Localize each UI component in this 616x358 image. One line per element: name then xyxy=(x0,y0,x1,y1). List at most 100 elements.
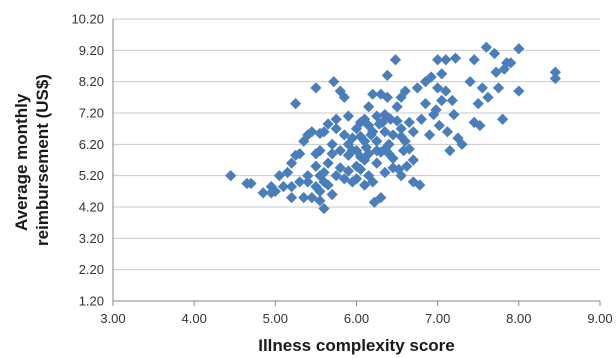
data-point xyxy=(314,170,326,182)
data-point xyxy=(330,113,342,125)
x-tick-label: 8.00 xyxy=(506,311,531,326)
data-point xyxy=(415,113,428,125)
x-tick-label: 7.00 xyxy=(425,311,450,326)
data-point xyxy=(273,170,285,182)
data-point xyxy=(381,91,393,103)
y-axis-title-line-1: Average monthly xyxy=(12,93,31,231)
data-point xyxy=(338,91,350,103)
data-point xyxy=(432,82,444,94)
data-point xyxy=(549,66,561,78)
data-point xyxy=(350,173,363,185)
data-point xyxy=(436,68,448,80)
data-point xyxy=(326,148,338,160)
data-point xyxy=(419,76,432,88)
x-tick-labels: 3.00 4.00 5.00 6.00 7.00 8.00 9.00 xyxy=(100,301,613,326)
x-tick-label: 4.00 xyxy=(182,311,207,326)
data-point xyxy=(375,88,387,100)
data-point xyxy=(440,85,452,97)
data-point xyxy=(476,82,488,94)
data-point xyxy=(257,187,269,199)
data-point xyxy=(395,170,407,182)
data-point xyxy=(354,116,367,128)
y-axis-title: Average monthly reimbursement (US$) xyxy=(12,74,52,246)
data-point xyxy=(407,154,419,166)
data-point xyxy=(334,162,346,174)
data-point xyxy=(395,130,407,143)
data-point xyxy=(359,179,371,191)
data-point xyxy=(423,129,436,141)
data-point xyxy=(425,71,437,83)
data-point xyxy=(314,195,326,207)
data-points xyxy=(225,41,561,215)
data-point xyxy=(379,126,391,138)
data-point xyxy=(314,127,326,139)
data-point xyxy=(322,179,334,191)
data-point xyxy=(391,115,403,127)
data-point xyxy=(338,129,350,141)
x-tick-label: 6.00 xyxy=(344,311,369,326)
grid-lines xyxy=(113,18,600,271)
data-point xyxy=(375,146,387,158)
data-point xyxy=(285,192,298,204)
data-point xyxy=(302,176,314,188)
data-point xyxy=(298,135,310,147)
data-point xyxy=(277,181,290,193)
data-point xyxy=(330,123,342,135)
data-point xyxy=(449,52,462,64)
data-point xyxy=(342,110,354,122)
data-point xyxy=(492,82,505,94)
data-point xyxy=(310,82,322,94)
data-point xyxy=(245,177,257,190)
data-point xyxy=(371,135,383,147)
data-point xyxy=(269,185,281,197)
data-point xyxy=(379,143,391,155)
y-tick-label: 7.20 xyxy=(79,106,104,121)
data-point xyxy=(322,118,334,130)
data-point xyxy=(371,157,383,169)
data-point xyxy=(375,192,387,204)
data-point xyxy=(363,101,375,113)
data-point xyxy=(389,54,402,66)
y-tick-label: 5.20 xyxy=(79,168,104,183)
data-point xyxy=(359,154,371,166)
x-axis-title: Illness complexity score xyxy=(258,336,455,355)
data-point xyxy=(360,141,372,154)
data-point xyxy=(290,98,302,110)
data-point xyxy=(387,162,399,174)
data-point xyxy=(391,101,403,113)
data-point xyxy=(513,43,525,55)
data-point xyxy=(342,149,354,161)
data-point xyxy=(265,181,277,193)
data-point xyxy=(440,54,452,66)
data-point xyxy=(497,113,509,125)
data-point xyxy=(314,145,326,157)
x-tick-label: 9.00 xyxy=(587,311,612,326)
data-point xyxy=(302,129,314,141)
data-point xyxy=(444,145,456,157)
data-point xyxy=(474,119,486,132)
data-point xyxy=(432,54,444,66)
data-point xyxy=(448,108,460,121)
data-point xyxy=(294,148,306,160)
data-point xyxy=(326,138,338,150)
data-point xyxy=(371,145,383,157)
data-point xyxy=(368,196,380,208)
data-point xyxy=(381,69,393,81)
data-point xyxy=(302,170,314,182)
data-point xyxy=(330,170,342,182)
data-point xyxy=(419,98,432,110)
data-point xyxy=(342,165,354,177)
data-point xyxy=(456,138,468,150)
data-point xyxy=(354,130,367,143)
data-point xyxy=(414,179,426,191)
data-point xyxy=(363,170,375,182)
axes xyxy=(112,19,600,302)
data-point xyxy=(298,192,310,204)
data-point xyxy=(441,126,454,138)
data-point xyxy=(314,185,326,197)
data-point xyxy=(482,91,494,103)
data-point xyxy=(401,160,413,172)
data-point xyxy=(367,126,379,138)
data-point xyxy=(346,132,359,144)
